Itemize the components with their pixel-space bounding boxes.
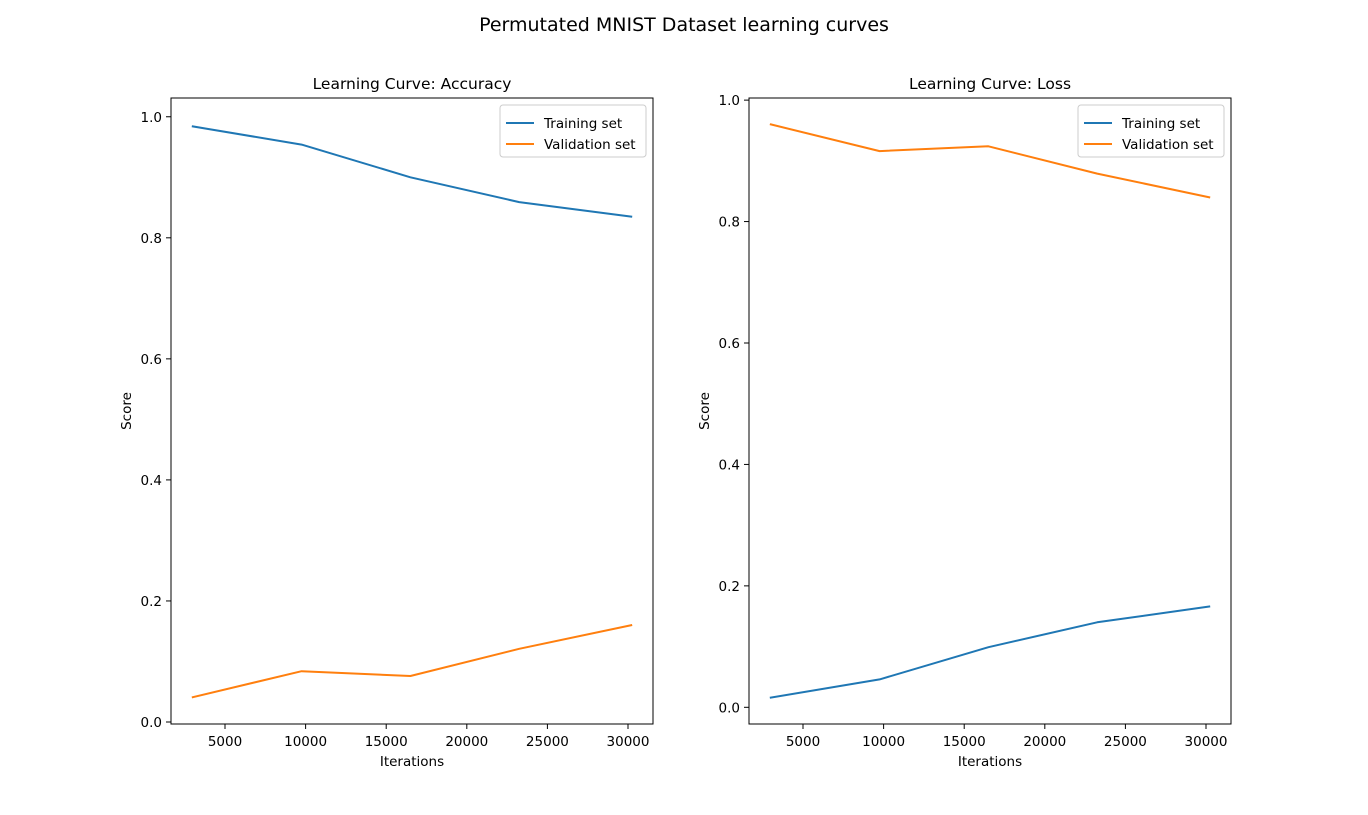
y-tick-label: 0.4 xyxy=(141,473,162,489)
subplot-title: Learning Curve: Loss xyxy=(909,75,1071,93)
x-tick-label: 20000 xyxy=(1023,734,1066,750)
legend-box xyxy=(1077,104,1225,158)
y-tick-label: 0.0 xyxy=(719,700,740,716)
legend-label-training: Training set xyxy=(543,116,622,132)
y-tick-label: 1.0 xyxy=(141,110,162,126)
series-line-validation xyxy=(769,123,1211,199)
x-tick-label: 5000 xyxy=(786,734,820,750)
subplots: Learning Curve: Accuracy 5000 10000 15000 20… xyxy=(119,75,1232,770)
series-line-training xyxy=(769,605,1211,699)
axes-frame xyxy=(748,97,1232,725)
legend: Training set Validation set xyxy=(499,104,647,158)
x-tick-label: 10000 xyxy=(862,734,905,750)
x-tick-label: 10000 xyxy=(284,734,327,750)
x-tick-label: 20000 xyxy=(445,734,488,750)
series-line-validation xyxy=(191,624,633,699)
subplot-2: Learning Curve: Loss 5000 10000 15000 20000 2… xyxy=(697,75,1232,770)
series-line-training xyxy=(191,125,633,218)
legend-box xyxy=(499,104,647,158)
y-tick-label: 1.0 xyxy=(719,93,740,109)
x-tick-label: 15000 xyxy=(943,734,986,750)
legend: Training set Validation set xyxy=(1077,104,1225,158)
axes-frame xyxy=(170,97,654,725)
x-tick-label: 15000 xyxy=(365,734,408,750)
x-axis-label: Iterations xyxy=(380,754,444,770)
y-tick-label: 0.4 xyxy=(719,457,740,473)
y-tick-label: 0.8 xyxy=(141,231,162,247)
y-tick-label: 0.6 xyxy=(719,336,740,352)
y-tick-label: 0.0 xyxy=(141,715,162,731)
x-tick-label: 30000 xyxy=(607,734,650,750)
y-tick-label: 0.2 xyxy=(141,594,162,610)
subplot-title: Learning Curve: Accuracy xyxy=(313,75,512,93)
y-tick-label: 0.8 xyxy=(719,215,740,231)
y-tick-label: 0.2 xyxy=(719,579,740,595)
figure-title: Permutated MNIST Dataset learning curves xyxy=(479,14,889,36)
x-tick-label: 25000 xyxy=(526,734,569,750)
x-tick-label: 25000 xyxy=(1104,734,1147,750)
y-axis-label: Score xyxy=(119,392,135,430)
x-tick-label: 5000 xyxy=(208,734,242,750)
legend-label-validation: Validation set xyxy=(1122,137,1214,153)
y-axis-label: Score xyxy=(697,392,713,430)
x-axis-label: Iterations xyxy=(958,754,1022,770)
subplot-1: Learning Curve: Accuracy 5000 10000 15000 20… xyxy=(119,75,654,770)
y-tick-label: 0.6 xyxy=(141,352,162,368)
legend-label-validation: Validation set xyxy=(544,137,636,153)
legend-label-training: Training set xyxy=(1121,116,1200,132)
x-tick-label: 30000 xyxy=(1185,734,1228,750)
